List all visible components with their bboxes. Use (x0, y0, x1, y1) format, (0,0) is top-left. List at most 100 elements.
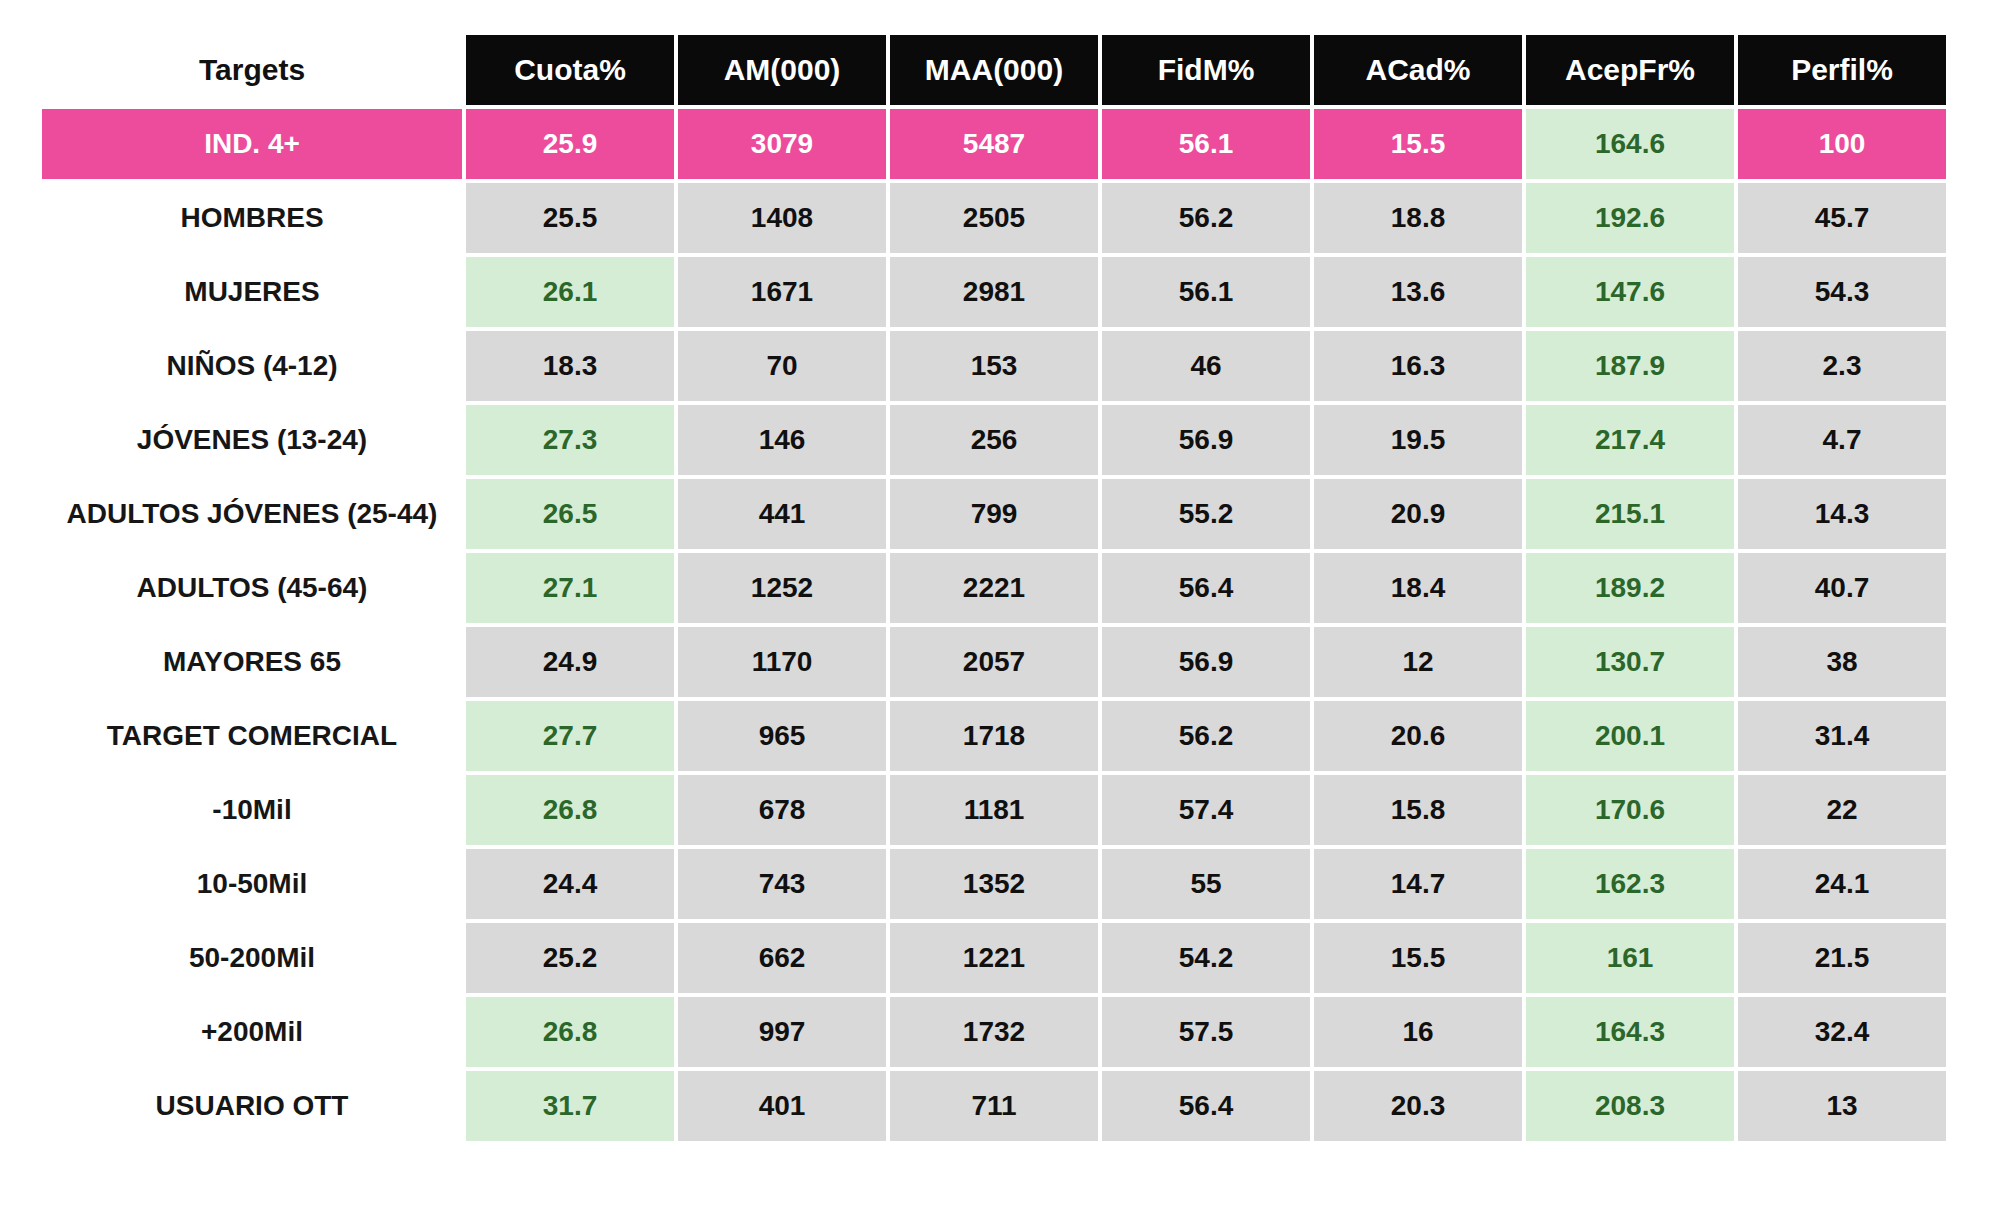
data-cell: 57.5 (1102, 997, 1310, 1067)
data-cell: 100 (1738, 109, 1946, 179)
table-row: -10Mil26.8678118157.415.8170.622 (42, 775, 1946, 845)
row-label: -10Mil (42, 775, 462, 845)
row-label: USUARIO OTT (42, 1071, 462, 1141)
data-cell: 16.3 (1314, 331, 1522, 401)
table-row: +200Mil26.8997173257.516164.332.4 (42, 997, 1946, 1067)
data-cell: 15.5 (1314, 109, 1522, 179)
data-cell: 189.2 (1526, 553, 1734, 623)
data-cell: 146 (678, 405, 886, 475)
table-row: USUARIO OTT31.740171156.420.3208.313 (42, 1071, 1946, 1141)
data-cell: 56.2 (1102, 701, 1310, 771)
data-cell: 1170 (678, 627, 886, 697)
data-cell: 26.5 (466, 479, 674, 549)
data-cell: 153 (890, 331, 1098, 401)
data-cell: 1352 (890, 849, 1098, 919)
data-cell: 2505 (890, 183, 1098, 253)
data-cell: 45.7 (1738, 183, 1946, 253)
data-cell: 2981 (890, 257, 1098, 327)
row-label: 10-50Mil (42, 849, 462, 919)
table-row: IND. 4+25.93079548756.115.5164.6100 (42, 109, 1946, 179)
table-row: 10-50Mil24.474313525514.7162.324.1 (42, 849, 1946, 919)
data-cell: 14.3 (1738, 479, 1946, 549)
data-cell: 13 (1738, 1071, 1946, 1141)
data-cell: 441 (678, 479, 886, 549)
data-cell: 32.4 (1738, 997, 1946, 1067)
column-header-acepfr: AcepFr% (1526, 35, 1734, 105)
row-label: NIÑOS (4-12) (42, 331, 462, 401)
column-header-fidm: FidM% (1102, 35, 1310, 105)
data-cell: 164.6 (1526, 109, 1734, 179)
data-cell: 56.4 (1102, 1071, 1310, 1141)
data-cell: 147.6 (1526, 257, 1734, 327)
data-cell: 31.4 (1738, 701, 1946, 771)
data-cell: 21.5 (1738, 923, 1946, 993)
data-cell: 4.7 (1738, 405, 1946, 475)
data-cell: 15.8 (1314, 775, 1522, 845)
data-cell: 24.4 (466, 849, 674, 919)
table-row: ADULTOS (45-64)27.11252222156.418.4189.2… (42, 553, 1946, 623)
column-header-targets: Targets (42, 35, 462, 105)
data-cell: 208.3 (1526, 1071, 1734, 1141)
data-cell: 25.5 (466, 183, 674, 253)
data-cell: 997 (678, 997, 886, 1067)
row-label: ADULTOS JÓVENES (25-44) (42, 479, 462, 549)
table-row: JÓVENES (13-24)27.314625656.919.5217.44.… (42, 405, 1946, 475)
data-cell: 2057 (890, 627, 1098, 697)
audience-table-page: Targets Cuota% AM(000) MAA(000) FidM% AC… (0, 0, 2000, 1228)
data-cell: 55.2 (1102, 479, 1310, 549)
data-cell: 256 (890, 405, 1098, 475)
data-cell: 743 (678, 849, 886, 919)
row-label: IND. 4+ (42, 109, 462, 179)
data-cell: 162.3 (1526, 849, 1734, 919)
data-cell: 161 (1526, 923, 1734, 993)
table-row: TARGET COMERCIAL27.7965171856.220.6200.1… (42, 701, 1946, 771)
data-cell: 70 (678, 331, 886, 401)
data-cell: 965 (678, 701, 886, 771)
column-header-perfil: Perfil% (1738, 35, 1946, 105)
data-cell: 27.7 (466, 701, 674, 771)
data-cell: 1252 (678, 553, 886, 623)
data-cell: 15.5 (1314, 923, 1522, 993)
data-cell: 18.3 (466, 331, 674, 401)
table-row: HOMBRES25.51408250556.218.8192.645.7 (42, 183, 1946, 253)
data-cell: 27.3 (466, 405, 674, 475)
data-cell: 54.3 (1738, 257, 1946, 327)
data-cell: 18.4 (1314, 553, 1522, 623)
data-cell: 27.1 (466, 553, 674, 623)
data-cell: 217.4 (1526, 405, 1734, 475)
data-cell: 1732 (890, 997, 1098, 1067)
data-cell: 31.7 (466, 1071, 674, 1141)
data-cell: 19.5 (1314, 405, 1522, 475)
row-label: MUJERES (42, 257, 462, 327)
header-row: Targets Cuota% AM(000) MAA(000) FidM% AC… (42, 35, 1946, 105)
data-cell: 16 (1314, 997, 1522, 1067)
column-header-am: AM(000) (678, 35, 886, 105)
data-cell: 1671 (678, 257, 886, 327)
row-label: TARGET COMERCIAL (42, 701, 462, 771)
data-cell: 20.6 (1314, 701, 1522, 771)
data-cell: 25.9 (466, 109, 674, 179)
data-cell: 24.1 (1738, 849, 1946, 919)
data-cell: 200.1 (1526, 701, 1734, 771)
data-cell: 2221 (890, 553, 1098, 623)
data-cell: 662 (678, 923, 886, 993)
data-cell: 799 (890, 479, 1098, 549)
data-cell: 54.2 (1102, 923, 1310, 993)
data-cell: 192.6 (1526, 183, 1734, 253)
data-cell: 164.3 (1526, 997, 1734, 1067)
data-cell: 56.2 (1102, 183, 1310, 253)
data-cell: 40.7 (1738, 553, 1946, 623)
data-cell: 12 (1314, 627, 1522, 697)
targets-audience-table: Targets Cuota% AM(000) MAA(000) FidM% AC… (38, 31, 1950, 1145)
table-body: IND. 4+25.93079548756.115.5164.6100HOMBR… (42, 109, 1946, 1141)
data-cell: 5487 (890, 109, 1098, 179)
data-cell: 24.9 (466, 627, 674, 697)
data-cell: 1718 (890, 701, 1098, 771)
data-cell: 1408 (678, 183, 886, 253)
column-header-acad: ACad% (1314, 35, 1522, 105)
data-cell: 56.9 (1102, 405, 1310, 475)
data-cell: 170.6 (1526, 775, 1734, 845)
data-cell: 18.8 (1314, 183, 1522, 253)
data-cell: 14.7 (1314, 849, 1522, 919)
data-cell: 26.8 (466, 997, 674, 1067)
